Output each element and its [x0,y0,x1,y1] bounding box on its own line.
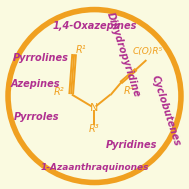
Text: 1-Azaanthraquinones: 1-Azaanthraquinones [40,163,149,172]
Text: 1,4-Oxazepines: 1,4-Oxazepines [52,21,137,31]
Text: R²: R² [54,87,64,97]
Text: Pyridines: Pyridines [106,140,157,150]
Text: R¹: R¹ [75,46,86,56]
Text: Pyrroles: Pyrroles [14,112,60,122]
Text: N: N [89,103,98,113]
Text: Cyclobutenes: Cyclobutenes [150,74,182,148]
Text: R⁴: R⁴ [124,86,134,96]
Text: Dihydropyridine: Dihydropyridine [105,11,142,99]
Circle shape [8,10,181,183]
Text: R³: R³ [88,124,99,134]
Text: C(O)R⁵: C(O)R⁵ [132,47,163,56]
Text: Pyrrolines: Pyrrolines [13,53,69,63]
Text: Azepines: Azepines [10,79,60,89]
